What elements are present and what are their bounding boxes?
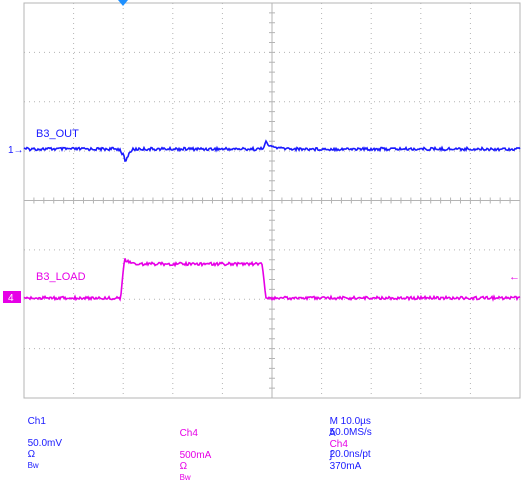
graticule xyxy=(23,2,521,399)
timebase: M 10.0µs xyxy=(329,416,371,427)
trigger-level: 370mA xyxy=(329,461,362,472)
ch4-name: Ch4 xyxy=(179,428,198,439)
ch4-ground-marker xyxy=(3,291,21,303)
ch1-name: Ch1 xyxy=(27,416,46,427)
ch4-bandwidth-icon: Bw xyxy=(179,473,191,482)
trace-label-b3-load: B3_LOAD xyxy=(36,271,86,283)
trigger-level-arrow: ← xyxy=(509,271,520,283)
trigger-position-marker xyxy=(118,0,128,6)
ch1-bandwidth-icon: Bw xyxy=(27,461,39,470)
ch4-ground-marker-label: 4 xyxy=(8,293,14,304)
trigger-source: Ch4 xyxy=(329,439,348,450)
ch1-ground-marker: 1→ xyxy=(8,145,24,156)
trace-label-b3-out: B3_OUT xyxy=(36,128,79,140)
ch4-ohm-icon: Ω xyxy=(179,461,188,472)
trigger-status: A Ch4 ∫ 370mA xyxy=(324,417,361,472)
trigger-mode: A xyxy=(329,428,336,439)
trigger-slope-icon: ∫ xyxy=(329,450,333,461)
ch1-ohm-icon: Ω xyxy=(27,449,36,460)
oscilloscope-display: 1→ 4 B3_OUT B3_LOAD ← xyxy=(3,0,521,399)
ch4-status: Ch4 500mA Ω Bw xyxy=(174,417,212,483)
ch1-status: Ch1 50.0mV Ω Bw xyxy=(22,405,62,471)
sample-rate: 50.0MS/s xyxy=(329,427,372,438)
ch4-scale: 500mA xyxy=(179,450,212,461)
trace-b3-out xyxy=(23,139,521,162)
trace-b3-load xyxy=(23,258,521,302)
